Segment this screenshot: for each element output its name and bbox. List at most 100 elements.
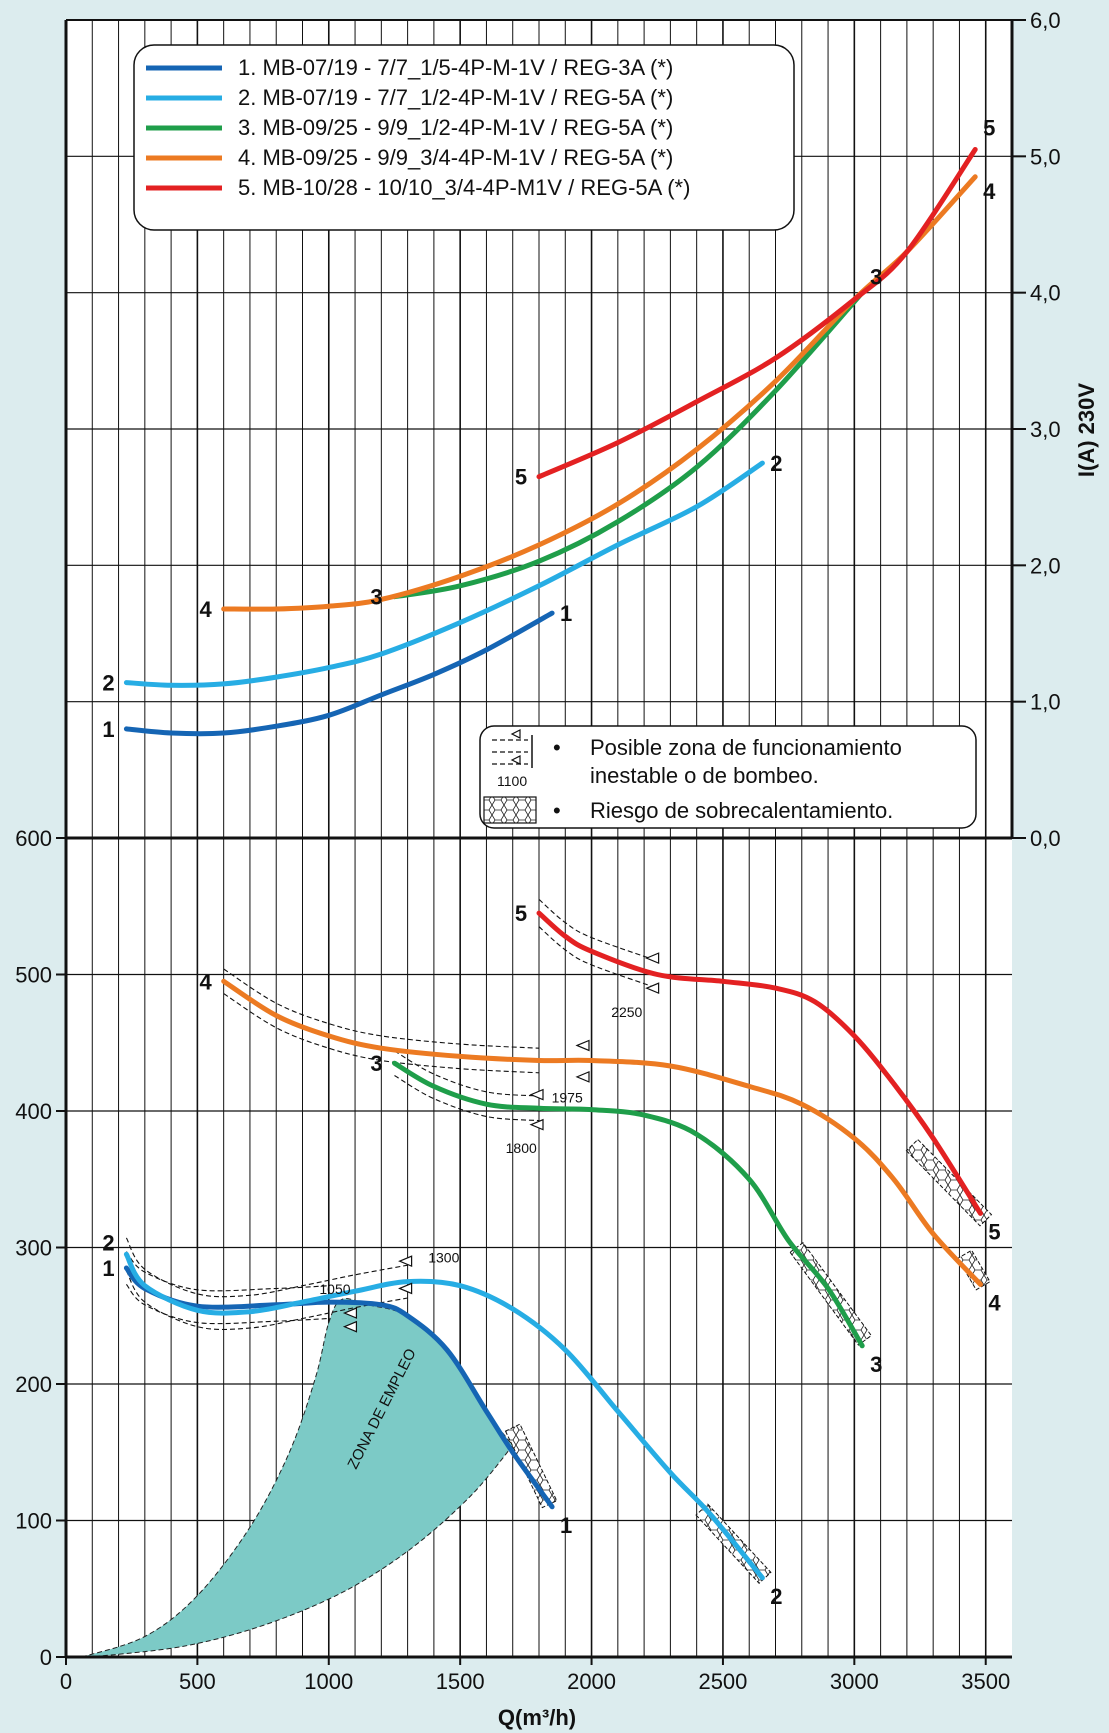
annotation-1300: 1300 (428, 1250, 459, 1266)
pressure-axis-ticks: 0 100 200 300 400 500 600 (15, 826, 66, 1670)
annotation-1800: 1800 (506, 1140, 537, 1156)
current-label-start-1: 1 (102, 717, 114, 742)
legend-box (133, 44, 795, 231)
unstable-text-1: Posible zona de funcionamiento (590, 735, 902, 760)
overheat-hatch-1 (504, 1423, 558, 1509)
current-axis-ticks: 0,0 1,0 2,0 3,0 4,0 5,0 6,0 (1012, 8, 1061, 851)
pressure-label-start-3: 3 (370, 1051, 382, 1076)
current-label-end-3: 3 (870, 265, 882, 290)
x-tick-label-500: 500 (179, 1669, 216, 1694)
unstable-zone-icon: 1100 (492, 729, 533, 789)
arrow-marker-10 (645, 982, 660, 995)
x-tick-label-3000: 3000 (830, 1669, 879, 1694)
notes-box: 1100 • Posible zona de funcionamiento in… (479, 725, 977, 829)
x-axis-ticks: 0 500 1000 1500 2000 2500 3000 3500 (60, 1657, 1010, 1694)
legend-label-2: 2. MB-07/19 - 7/7_1/2-4P-M-1V / REG-5A (… (238, 85, 673, 110)
unstable-text-2: inestable o de bombeo. (590, 763, 819, 788)
current-curve-3 (392, 290, 865, 600)
pressure-label-end-1: 1 (560, 1513, 572, 1538)
envelope-5-down (538, 926, 658, 989)
p-tick-label-400: 400 (15, 1099, 52, 1124)
p-tick-label-100: 100 (15, 1509, 52, 1534)
pressure-curves (123, 910, 983, 1581)
current-label-start-2: 2 (102, 671, 114, 696)
current-curve-1 (123, 610, 555, 737)
pressure-label-start-5: 5 (515, 901, 527, 926)
x-tick-label-0: 0 (60, 1669, 72, 1694)
x-tick-label-1000: 1000 (304, 1669, 353, 1694)
legend-label-5: 5. MB-10/28 - 10/10_3/4-4P-M1V / REG-5A … (238, 175, 690, 200)
pressure-curve-2 (123, 1251, 765, 1581)
x-tick-label-2500: 2500 (698, 1669, 747, 1694)
envelope-4-down (223, 993, 540, 1074)
unstable-icon-value: 1100 (497, 773, 527, 789)
current-label-end-2: 2 (770, 451, 782, 476)
c-tick-label-5: 5,0 (1030, 144, 1061, 169)
envelope-3-down (394, 1075, 540, 1122)
x-tick-label-2000: 2000 (567, 1669, 616, 1694)
envelope-3-up (394, 1050, 540, 1097)
current-curve-5 (536, 147, 978, 480)
p-tick-label-200: 200 (15, 1372, 52, 1397)
notes-frame (479, 725, 977, 829)
pressure-label-end-2: 2 (770, 1584, 782, 1609)
pressure-label-start-1: 1 (102, 1256, 114, 1281)
arrow-marker-9 (645, 952, 660, 965)
overheat-hatch-5 (957, 1249, 991, 1291)
c-tick-label-6: 6,0 (1030, 8, 1061, 33)
current-label-start-3: 3 (370, 585, 382, 610)
legend-label-4: 4. MB-09/25 - 9/9_3/4-4P-M-1V / REG-5A (… (238, 145, 673, 170)
envelope-5-up (538, 898, 658, 962)
current-curves (123, 147, 978, 737)
arrow-marker-5 (529, 1088, 544, 1101)
c-tick-label-1: 1,0 (1030, 690, 1061, 715)
arrow-marker-1 (342, 1307, 358, 1319)
c-tick-label-0: 0,0 (1030, 826, 1061, 851)
current-axis-title: I(A) 230V (1074, 383, 1099, 477)
current-curve-2 (123, 460, 765, 688)
pressure-label-end-5: 5 (988, 1219, 1000, 1244)
c-tick-label-4: 4,0 (1030, 281, 1061, 306)
unstable-envelopes (125, 898, 658, 1331)
pressure-curve-5 (536, 910, 983, 1216)
overheat-hatch-icon (483, 796, 537, 824)
c-tick-label-2: 2,0 (1030, 553, 1061, 578)
annotation-1975: 1975 (552, 1089, 583, 1105)
p-tick-label-500: 500 (15, 963, 52, 988)
unstable-bullet: • (553, 735, 561, 760)
pressure-label-start-4: 4 (200, 969, 213, 994)
overheat-text: Riesgo de sobrecalentamiento. (590, 798, 893, 823)
flow-annotations: 1050 1300 1800 1975 2250 (319, 952, 660, 1333)
envelope-2-down (125, 1270, 408, 1331)
legend: 1. MB-07/19 - 7/7_1/5-4P-M-1V / REG-3A (… (133, 44, 795, 231)
p-tick-label-600: 600 (15, 826, 52, 851)
x-axis-title: Q(m³/h) (498, 1705, 576, 1730)
pressure-label-start-2: 2 (102, 1230, 114, 1255)
arrow-marker-2 (342, 1320, 358, 1333)
x-tick-label-3500: 3500 (961, 1669, 1010, 1694)
c-tick-label-3: 3,0 (1030, 417, 1061, 442)
legend-label-1: 1. MB-07/19 - 7/7_1/5-4P-M-1V / REG-3A (… (238, 55, 673, 80)
pressure-curve-4 (221, 978, 983, 1287)
annotation-2250: 2250 (611, 1004, 642, 1020)
pressure-label-end-3: 3 (870, 1352, 882, 1377)
current-label-end-5: 5 (983, 116, 995, 141)
arrow-marker-7 (575, 1039, 590, 1052)
p-tick-label-300: 300 (15, 1236, 52, 1261)
arrow-marker-3 (398, 1255, 413, 1268)
envelope-4-up (223, 968, 540, 1049)
arrow-marker-4 (398, 1282, 413, 1295)
current-label-end-4: 4 (983, 179, 996, 204)
p-tick-label-0: 0 (40, 1645, 52, 1670)
legend-label-3: 3. MB-09/25 - 9/9_1/2-4P-M-1V / REG-5A (… (238, 115, 673, 140)
current-label-start-4: 4 (200, 597, 213, 622)
arrow-marker-6 (529, 1118, 544, 1131)
overheat-hatch-4 (905, 1138, 993, 1227)
current-label-end-1: 1 (560, 601, 572, 626)
annotation-1050: 1050 (319, 1281, 350, 1297)
overheat-bullet: • (553, 798, 561, 823)
arrow-marker-8 (575, 1070, 590, 1083)
pressure-curve-3 (392, 1060, 865, 1349)
